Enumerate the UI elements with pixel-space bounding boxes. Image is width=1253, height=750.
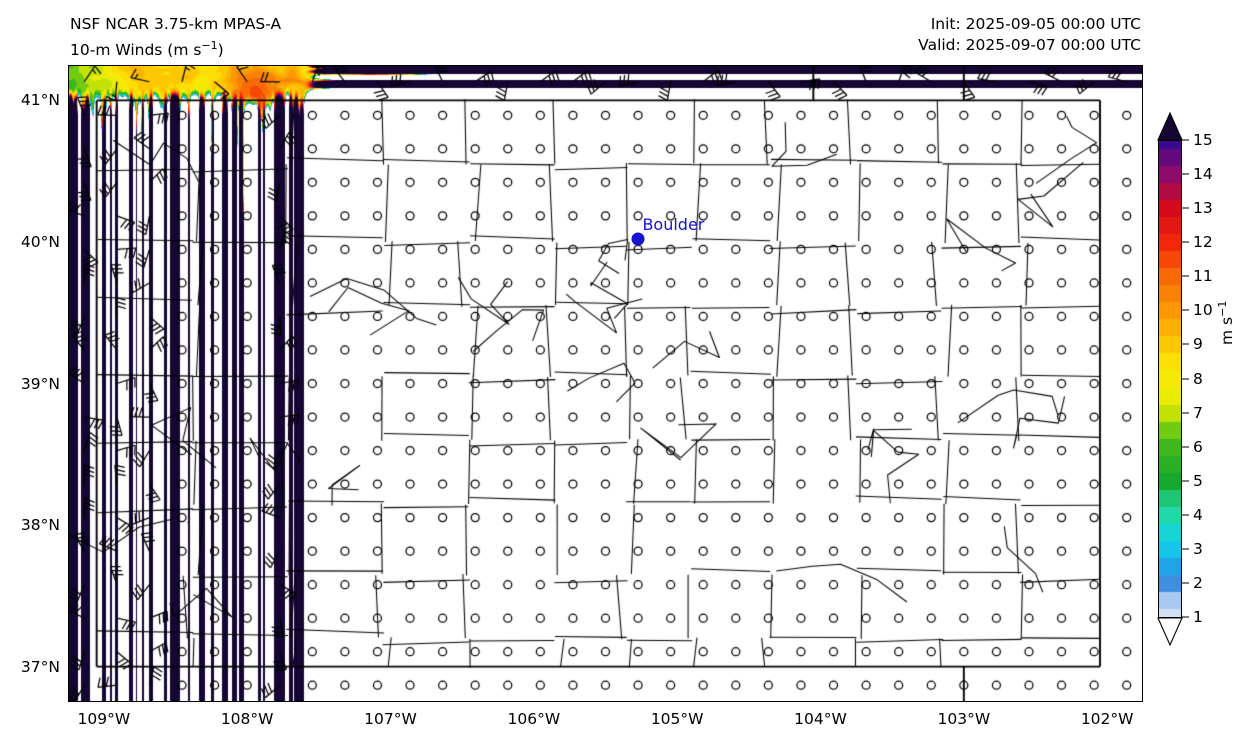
colorbar-label-3: 3	[1193, 539, 1203, 558]
colorbar-label-15: 15	[1193, 131, 1213, 149]
colorbar-label-12: 12	[1193, 233, 1213, 252]
lon-tick-105: 105°W	[650, 710, 704, 728]
colorbar[interactable]	[1158, 140, 1182, 618]
lat-tick-40: 40°N	[20, 232, 60, 251]
wind-speed-map	[68, 65, 1143, 702]
colorbar-label-4: 4	[1193, 505, 1203, 524]
colorbar-tick-9	[1182, 343, 1189, 345]
colorbar-label-10: 10	[1193, 301, 1213, 320]
colorbar-label-7: 7	[1193, 403, 1203, 422]
colorbar-label-14: 14	[1193, 165, 1213, 184]
colorbar-label-5: 5	[1193, 471, 1203, 490]
colorbar-label-11: 11	[1193, 267, 1213, 286]
lon-tick-108: 108°W	[220, 710, 274, 728]
lon-tick-103: 103°W	[937, 710, 991, 728]
lon-tick-102: 102°W	[1080, 710, 1134, 728]
colorbar-label-13: 13	[1193, 199, 1213, 218]
colorbar-tick-13	[1182, 207, 1189, 209]
colorbar-tick-6	[1182, 446, 1189, 448]
colorbar-label-8: 8	[1193, 369, 1203, 388]
colorbar-tick-15	[1182, 139, 1189, 141]
colorbar-label-2: 2	[1193, 573, 1203, 592]
lon-tick-107: 107°W	[364, 710, 417, 728]
title-block: NSF NCAR 3.75-km MPAS-A 10-m Winds (m s−…	[70, 14, 281, 61]
colorbar-tick-11	[1182, 275, 1189, 277]
colorbar-arrow-bottom	[1157, 617, 1183, 647]
model-subtitle-exponent: −1	[201, 39, 218, 52]
lat-tick-38: 38°N	[20, 516, 60, 535]
colorbar-tick-10	[1182, 309, 1189, 311]
colorbar-tick-1	[1182, 616, 1189, 618]
colorbar-tick-4	[1182, 514, 1189, 516]
lat-tick-41: 41°N	[20, 91, 60, 110]
colorbar-label-1: 1	[1193, 608, 1203, 626]
model-subtitle-tail: )	[217, 41, 224, 60]
boulder-marker-dot	[631, 232, 645, 246]
colorbar-tick-5	[1182, 480, 1189, 482]
colorbar-tick-12	[1182, 241, 1189, 243]
colorbar-tick-14	[1182, 173, 1189, 175]
lat-tick-37: 37°N	[20, 657, 60, 676]
model-title: NSF NCAR 3.75-km MPAS-A	[70, 15, 282, 33]
timestamp-block: Init: 2025-09-05 00:00 UTC Valid: 2025-0…	[918, 14, 1141, 56]
lat-tick-39: 39°N	[20, 374, 60, 393]
colorbar-tick-7	[1182, 412, 1189, 414]
colorbar-arrow-top	[1157, 111, 1183, 141]
model-subtitle: 10-m Winds (m s−1)	[70, 35, 281, 61]
valid-time-label: Valid: 2025-09-07 00:00 UTC	[918, 36, 1141, 54]
init-time-label: Init: 2025-09-05 00:00 UTC	[930, 15, 1141, 33]
lon-tick-106: 106°W	[507, 710, 561, 728]
map-plot-area[interactable]: Boulder	[68, 65, 1143, 702]
boulder-marker-label: Boulder	[642, 215, 705, 235]
colorbar-tick-8	[1182, 378, 1189, 379]
colorbar-unit-label: m s−1	[1216, 300, 1237, 345]
colorbar-label-9: 9	[1193, 335, 1203, 354]
model-subtitle-base: 10-m Winds (m s	[70, 41, 202, 60]
colorbar-tick-3	[1182, 548, 1189, 550]
lon-tick-109: 109°W	[77, 710, 131, 728]
colorbar-gradient	[1158, 140, 1182, 618]
lon-tick-104: 104°W	[794, 710, 847, 728]
colorbar-label-6: 6	[1193, 437, 1203, 456]
colorbar-tick-2	[1182, 582, 1189, 584]
